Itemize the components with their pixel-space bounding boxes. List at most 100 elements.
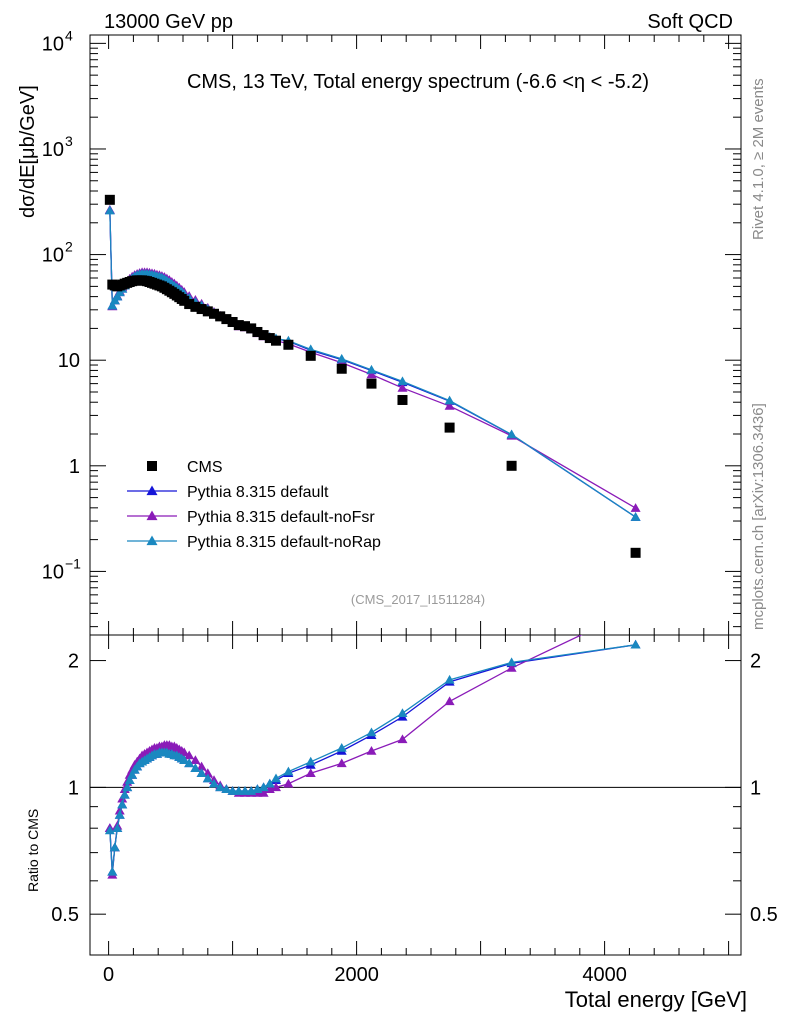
point-pythia-8-315-default-nofsr: [444, 401, 455, 410]
ratio-point-pythia-8-315-default-norap: [336, 743, 347, 752]
ratio-point-pythia-8-315-default-norap: [630, 639, 641, 649]
point-pythia-8-315-default-norap: [107, 300, 118, 310]
y-tick-label: 1: [69, 456, 80, 478]
point-pythia-8-315-default-norap: [397, 376, 408, 386]
ratio-point-pythia-8-315-default-norap: [202, 773, 213, 783]
point-cms: [264, 333, 275, 344]
ratio-point-pythia-8-315-default-norap: [215, 782, 226, 792]
rivet-label: Rivet 4.1.0, ≥ 2M events: [750, 78, 767, 240]
ratio-point-pythia-8-315-default-nofsr: [397, 734, 408, 744]
x-axis-ticks: 0 2000 4000: [103, 35, 730, 986]
point-cms: [283, 339, 294, 350]
legend-label: Pythia 8.315 default: [187, 484, 329, 501]
ratio-point-pythia-8-315-default-nofsr: [271, 782, 281, 792]
ratio-point-pythia-8-315-default-norap: [122, 782, 133, 792]
ratio-point-pythia-8-315-default-norap: [107, 866, 118, 876]
y-tick-label: 10: [58, 350, 80, 372]
y-tick-label: 10: [42, 561, 64, 583]
x-axis-label: Total energy [GeV]: [565, 987, 747, 1012]
point-cms: [215, 311, 226, 322]
ratio-tick-label: 1: [68, 777, 79, 799]
point-cms: [227, 316, 238, 327]
point-pythia-8-315-default-norap: [336, 353, 347, 363]
ratio-tick-label: 2: [750, 651, 761, 673]
point-cms: [233, 320, 244, 331]
ratio-point-pythia-8-315-default-norap: [184, 758, 195, 768]
legend-label: CMS: [187, 459, 223, 476]
ratio-point-pythia-8-315-default-norap: [264, 778, 275, 788]
legend-marker: [146, 535, 158, 546]
ratio-tick-label: 1: [750, 777, 761, 799]
point-cms: [221, 314, 232, 325]
ratio-point-pythia-8-315-default-norap: [190, 763, 201, 773]
ratio-point-pythia-8-315-default-norap: [112, 823, 123, 832]
ratio-tick-label: 2: [68, 651, 79, 673]
point-pythia-8-315-default-norap: [366, 364, 377, 374]
ratio-point-pythia-8-315-default-norap: [366, 727, 377, 737]
ratio-point-pythia-8-315-default-nofsr: [506, 663, 517, 672]
point-cms: [444, 422, 455, 433]
point-cms: [240, 321, 250, 332]
ratio-point-pythia-8-315-default-norap: [209, 778, 219, 788]
point-pythia-8-315-default-norap: [444, 395, 455, 405]
x-tick-label: 0: [103, 964, 114, 986]
ratio-point-pythia-8-315-default-nofsr: [184, 750, 195, 760]
ratio-plot-frame: [89, 634, 742, 956]
ratio-tick-label: 0.5: [750, 904, 778, 926]
analysis-id: (CMS_2017_I1511284): [351, 592, 485, 607]
ratio-point-pythia-8-315-default-nofsr: [336, 758, 347, 768]
point-cms: [271, 335, 281, 346]
ratio-point-pythia-8-315-default-nofsr: [631, 604, 641, 613]
point-cms: [506, 460, 517, 471]
point-cms: [196, 304, 207, 315]
y-tick-label: 10: [42, 245, 64, 267]
ratio-point-pythia-8-315-default-nofsr: [366, 745, 377, 755]
point-cms: [184, 299, 195, 310]
legend-marker-cms: [147, 461, 157, 471]
header-left: 13000 GeV pp: [104, 11, 233, 33]
ratio-tick-label: 0.5: [51, 904, 79, 926]
y-tick-exponent: 4: [65, 27, 73, 43]
y-axis-label: dσ/dE[μb/GeV]: [17, 85, 39, 218]
ratio-y-axis-label: Ratio to CMS: [25, 809, 41, 892]
legend-label: Pythia 8.315 default-noFsr: [187, 509, 375, 526]
ratio-point-pythia-8-315-default-norap: [114, 809, 125, 819]
y-tick-label: 10: [42, 139, 64, 161]
ratio-point-pythia-8-315-default-norap: [506, 657, 517, 667]
ratio-point-pythia-8-315-default-nofsr: [305, 768, 316, 778]
point-cms: [366, 378, 377, 389]
y-tick-exponent: 2: [65, 239, 73, 255]
point-pythia-8-315-default-nofsr: [366, 369, 377, 379]
mcplots-label: mcplots.cern.ch [arXiv:1306.3436]: [750, 403, 767, 630]
point-cms: [336, 363, 347, 374]
ratio-point-pythia-8-315-default-nofsr: [190, 755, 201, 764]
ratio-point-pythia-8-315-default-norap: [196, 768, 207, 778]
legend-marker: [146, 510, 158, 521]
point-cms: [202, 306, 213, 317]
point-cms: [252, 326, 263, 337]
ratio-point-pythia-8-315-default-norap: [119, 789, 130, 799]
point-cms: [397, 394, 408, 405]
x-tick-label: 2000: [334, 964, 379, 986]
ratio-point-pythia-8-315-default-norap: [109, 842, 120, 852]
point-pythia-8-315-default-nofsr: [630, 503, 641, 512]
ratio-point-pythia-8-315-default-norap: [258, 782, 269, 792]
point-pythia-8-315-default-nofsr: [397, 382, 408, 392]
ratio-point-pythia-8-315-default-norap: [127, 769, 138, 779]
x-tick-label: 4000: [582, 964, 627, 986]
point-pythia-8-315-default-norap: [104, 205, 115, 215]
ratio-line-pythia-8-315-default-nofsr: [109, 635, 583, 875]
y-tick-exponent: 3: [65, 133, 73, 149]
ratio-point-pythia-8-315-default-norap: [117, 799, 128, 809]
ratio-point-pythia-8-315-default-norap: [104, 825, 115, 835]
ratio-point-pythia-8-315-default-norap: [397, 708, 408, 717]
header-right: Soft QCD: [647, 11, 733, 33]
ratio-point-pythia-8-315-default-norap: [221, 784, 232, 793]
ratio-point-pythia-8-315-default-norap: [444, 674, 455, 684]
ratio-point-pythia-8-315-default-norap: [179, 755, 190, 764]
y-tick-exponent: −1: [65, 555, 81, 571]
ratio-point-pythia-8-315-default-nofsr: [258, 787, 269, 797]
ratio-point-pythia-8-315-default-nofsr: [283, 778, 294, 788]
ratio-point-pythia-8-315-default-norap: [271, 773, 281, 783]
